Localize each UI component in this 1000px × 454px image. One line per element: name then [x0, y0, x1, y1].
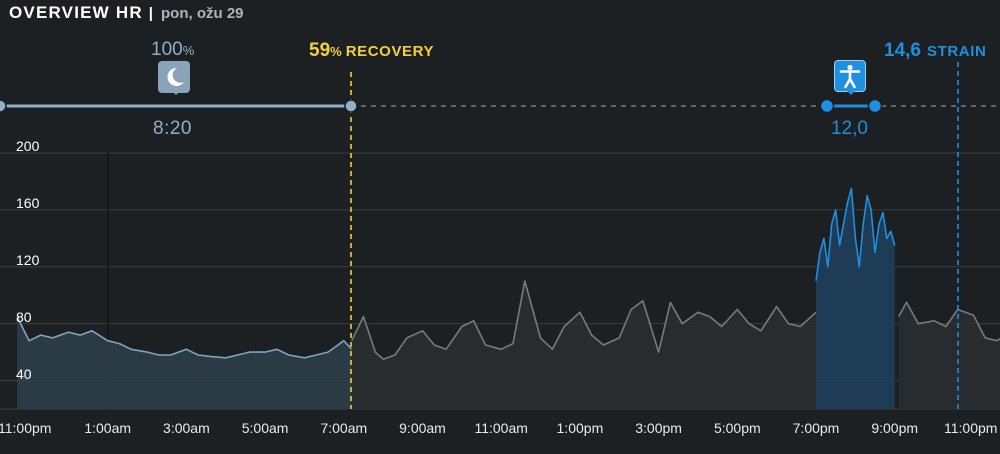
hr-line-series-2 — [815, 187, 896, 282]
page-title: OVERVIEW HR — [9, 3, 143, 22]
activity-start-handle — [819, 98, 835, 114]
header-separator: | — [148, 5, 153, 22]
x-tick-label: 11:00pm — [0, 420, 52, 436]
strain-label: 14,6 STRAIN — [884, 40, 987, 61]
hr-area-series-0 — [17, 316, 352, 409]
hr-area-series-1 — [351, 281, 816, 409]
hr-line-series-0 — [16, 316, 353, 359]
x-tick-label: 9:00am — [399, 420, 446, 436]
activity-strain-value: 12,0 — [831, 118, 868, 139]
x-tick-label: 7:00pm — [792, 420, 840, 436]
header-date: pon, ožu 29 — [161, 5, 244, 22]
y-tick-label: 40 — [16, 365, 32, 382]
x-tick-label: 5:00am — [241, 420, 289, 436]
hr-line-series-1 — [350, 280, 817, 360]
sleep-percent: 100% — [151, 39, 195, 60]
x-tick-label: 7:00am — [320, 420, 368, 436]
moon-icon[interactable] — [158, 61, 190, 95]
hr-area-series-2 — [816, 188, 895, 409]
y-tick-label: 120 — [16, 251, 40, 268]
x-tick-label: 9:00pm — [871, 420, 919, 436]
y-tick-label: 80 — [16, 308, 32, 325]
hr-line-series-3 — [897, 301, 1000, 342]
sleep-end-handle — [344, 99, 358, 113]
sleep-duration: 8:20 — [153, 118, 192, 139]
activity-end-handle — [867, 98, 883, 114]
x-tick-label: 3:00pm — [635, 420, 682, 436]
x-tick-label: 3:00am — [163, 420, 210, 436]
x-tick-label: 11:00am — [474, 420, 528, 436]
x-tick-label: 11:00pm — [944, 420, 998, 436]
recovery-label: 59% RECOVERY — [309, 40, 435, 61]
y-tick-label: 200 — [16, 138, 40, 155]
hr-area-series-3 — [898, 302, 1000, 409]
x-tick-label: 1:00am — [84, 420, 132, 436]
overview-header: OVERVIEW HR | pon, ožu 29 — [9, 3, 244, 25]
sleep-start-handle — [0, 99, 7, 113]
y-tick-label: 160 — [16, 194, 40, 211]
person-activity-icon[interactable] — [834, 60, 866, 95]
x-tick-label: 5:00pm — [713, 420, 761, 436]
x-tick-label: 1:00pm — [556, 420, 604, 436]
